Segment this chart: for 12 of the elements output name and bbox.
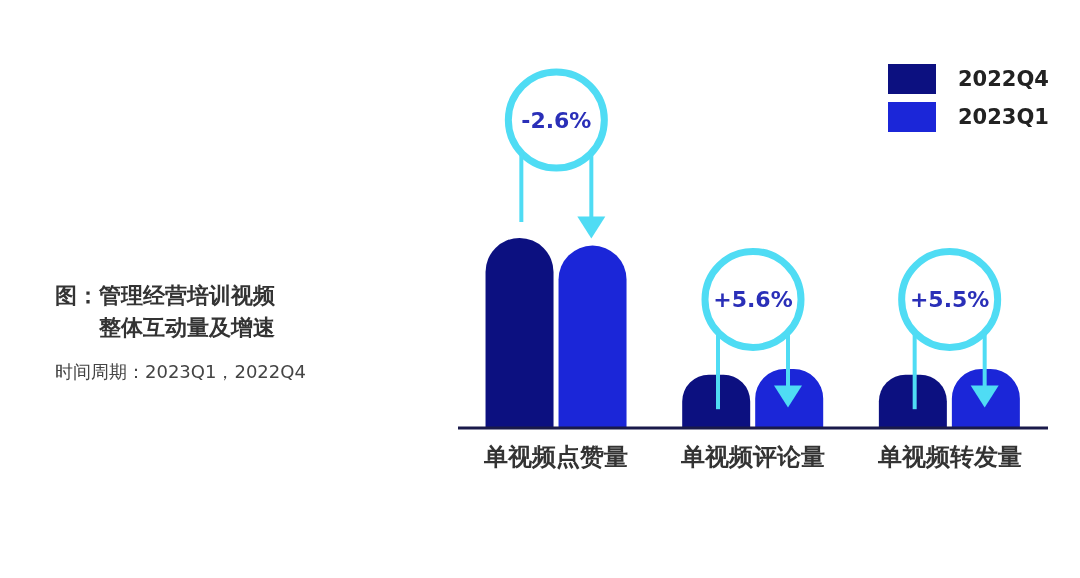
text: 时间周期：2023Q1，2022Q4 <box>55 360 306 384</box>
legend-label: 2022Q4 <box>958 67 1049 91</box>
bar <box>558 245 627 428</box>
text: -2.6% <box>521 108 592 133</box>
legend-label: 2023Q1 <box>958 105 1049 129</box>
text: 图：管理经营培训视频整体互动量及增速 <box>55 282 276 342</box>
x-tick-label: 单视频评论量 <box>680 443 825 472</box>
annotation: +5.5% <box>909 287 990 313</box>
x-tick-label: 单视频转发量 <box>876 443 1022 472</box>
bar <box>485 238 554 428</box>
x-tick-label: 单视频点赞量 <box>483 443 629 472</box>
annotation: +5.6% <box>713 287 793 313</box>
